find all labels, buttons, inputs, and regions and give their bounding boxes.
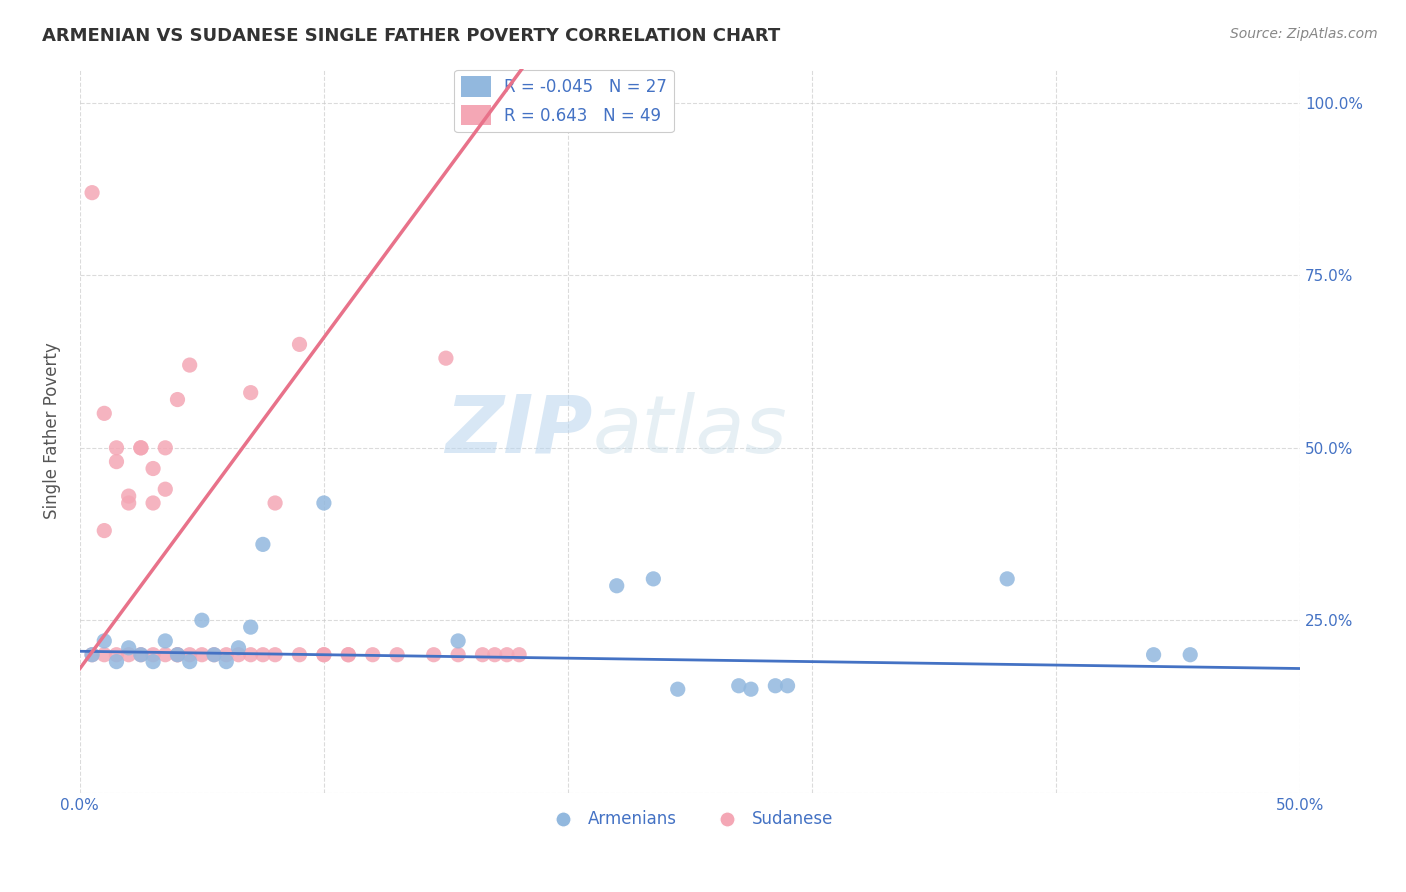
Point [995,572,1018,586]
Point [105,441,128,455]
Point [239,648,262,662]
Text: ARMENIAN VS SUDANESE SINGLE FATHER POVERTY CORRELATION CHART: ARMENIAN VS SUDANESE SINGLE FATHER POVER… [42,27,780,45]
Point [80,648,103,662]
Text: atlas: atlas [592,392,787,469]
Point [763,679,786,693]
Point [776,679,799,693]
Point [155,482,177,496]
Point [643,572,665,586]
Point [118,496,141,510]
Point [312,648,335,662]
Point [484,648,506,662]
Point [447,648,470,662]
Point [422,648,444,662]
Point [179,358,201,372]
Point [166,648,188,662]
Point [228,640,250,655]
Point [1142,648,1164,662]
Point [239,385,262,400]
Point [508,648,530,662]
Point [496,648,519,662]
Point [142,655,165,669]
Point [228,648,250,662]
Point [337,648,360,662]
Point [118,489,141,503]
Point [666,682,689,697]
Point [337,648,360,662]
Point [312,648,335,662]
Point [312,496,335,510]
Point [191,613,214,627]
Point [191,648,214,662]
Point [166,392,188,407]
Point [80,648,103,662]
Point [118,648,141,662]
Point [239,620,262,634]
Point [93,634,115,648]
Point [385,648,408,662]
Text: Source: ZipAtlas.com: Source: ZipAtlas.com [1230,27,1378,41]
Point [93,524,115,538]
Point [118,640,141,655]
Point [155,634,177,648]
Point [215,648,238,662]
Point [179,648,201,662]
Text: ZIP: ZIP [444,392,592,469]
Point [361,648,384,662]
Point [740,682,762,697]
Point [202,648,225,662]
Point [252,537,274,551]
Point [129,441,152,455]
Point [80,186,103,200]
Point [179,655,201,669]
Point [105,655,128,669]
Point [142,461,165,475]
Point [288,648,311,662]
Point [264,496,287,510]
Point [129,441,152,455]
Point [93,648,115,662]
Point [142,496,165,510]
Point [155,648,177,662]
Point [606,579,628,593]
Point [155,441,177,455]
Point [288,337,311,351]
Point [264,648,287,662]
Point [93,406,115,420]
Point [471,648,494,662]
Point [105,455,128,469]
Point [215,655,238,669]
Point [447,634,470,648]
Point [166,648,188,662]
Point [202,648,225,662]
Point [434,351,457,366]
Point [142,648,165,662]
Y-axis label: Single Father Poverty: Single Father Poverty [44,343,60,519]
Point [129,648,152,662]
Legend: Armenians, Sudanese: Armenians, Sudanese [540,804,841,835]
Point [727,679,749,693]
Point [166,648,188,662]
Point [105,648,128,662]
Point [1180,648,1202,662]
Point [129,648,152,662]
Point [252,648,274,662]
